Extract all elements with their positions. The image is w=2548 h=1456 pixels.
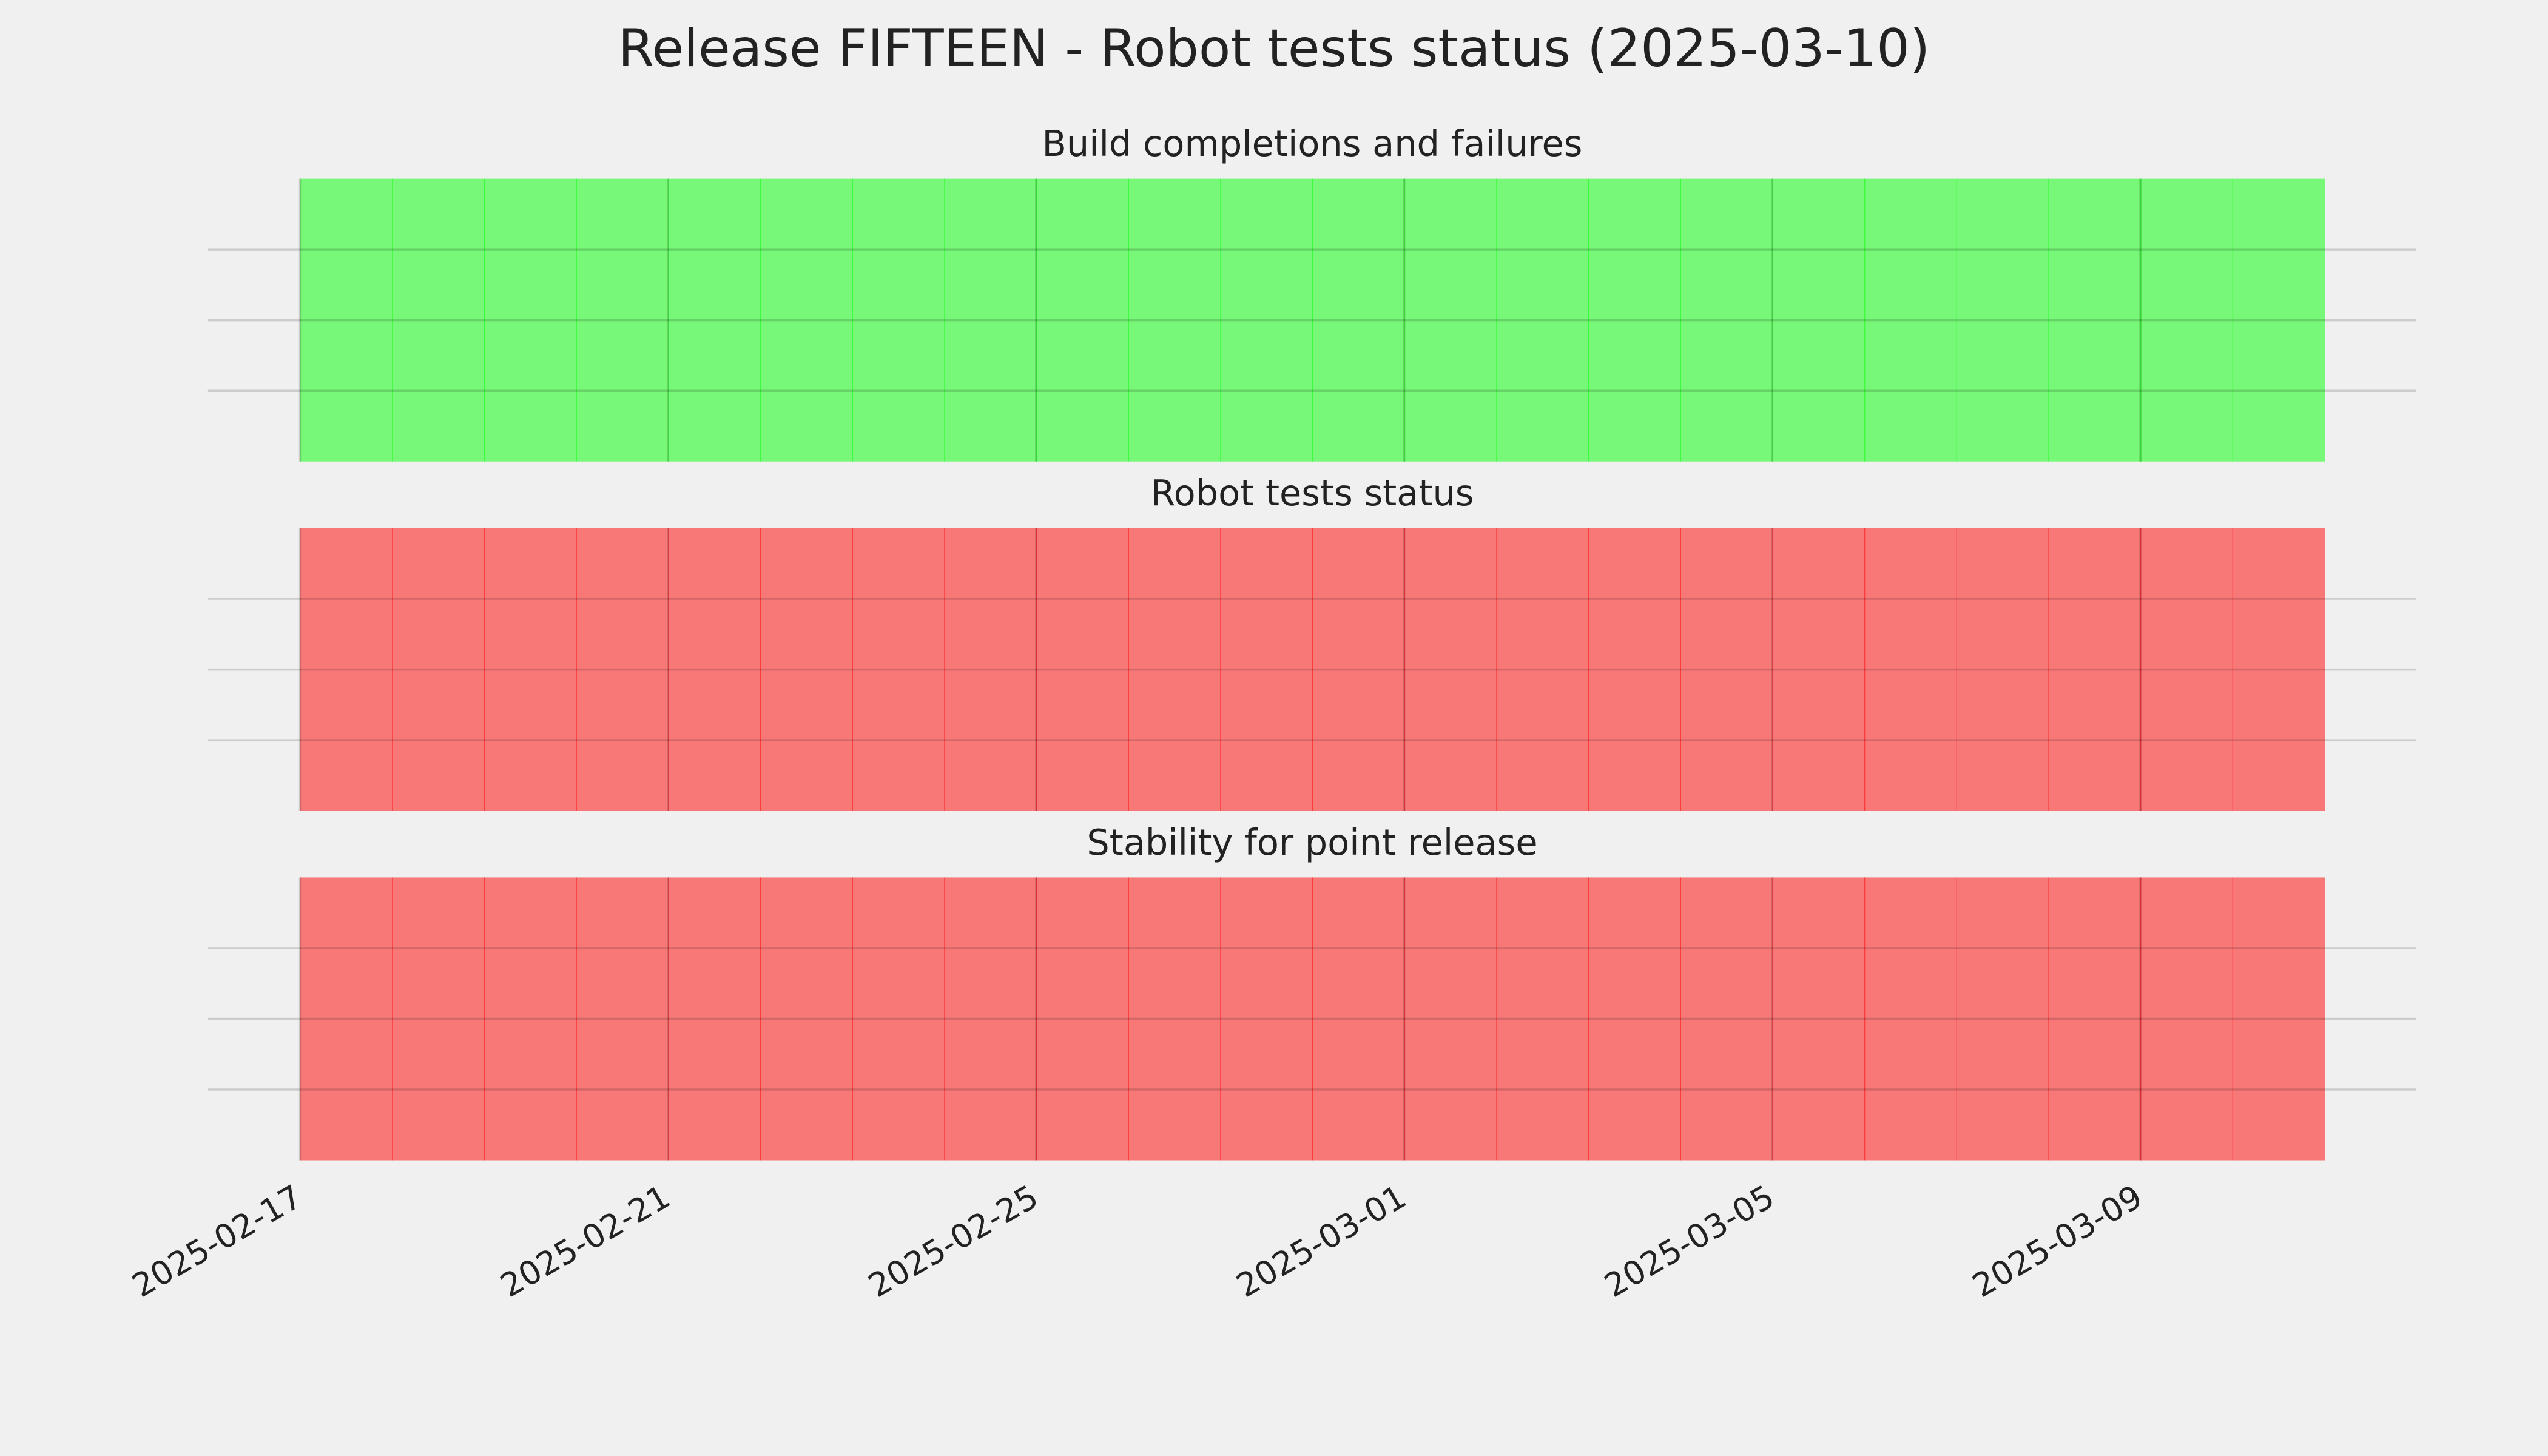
status-bar xyxy=(1956,877,2049,1161)
status-bar xyxy=(576,528,669,811)
status-bar xyxy=(668,877,761,1161)
status-bar xyxy=(392,178,485,462)
status-bar xyxy=(1864,528,1958,811)
status-bar xyxy=(1036,877,1129,1161)
status-bar xyxy=(392,528,485,811)
figure-title: Release FIFTEEN - Robot tests status (20… xyxy=(618,18,1930,79)
status-bar xyxy=(1404,528,1497,811)
status-bar xyxy=(484,178,577,462)
status-bar xyxy=(1680,877,1773,1161)
status-bar xyxy=(1680,528,1773,811)
status-bar xyxy=(1220,877,1313,1161)
status-bar xyxy=(1772,877,1866,1161)
status-bar xyxy=(2048,178,2142,462)
status-bar xyxy=(2140,528,2234,811)
subplot-title: Robot tests status xyxy=(1150,472,1474,514)
status-bar xyxy=(944,877,1037,1161)
status-bar xyxy=(2232,528,2325,811)
status-bar xyxy=(668,178,761,462)
status-bar xyxy=(760,178,853,462)
status-bar xyxy=(2048,877,2142,1161)
status-bar xyxy=(1864,178,1958,462)
status-bar xyxy=(1404,178,1497,462)
status-bar xyxy=(1036,528,1129,811)
status-bar xyxy=(852,528,945,811)
status-bar xyxy=(1312,877,1405,1161)
status-bar xyxy=(300,528,393,811)
status-bar xyxy=(1312,528,1405,811)
status-bar xyxy=(944,528,1037,811)
status-bar xyxy=(1588,178,1681,462)
status-bar xyxy=(760,528,853,811)
status-bar xyxy=(2140,178,2234,462)
status-bar xyxy=(1680,178,1773,462)
status-bar xyxy=(484,877,577,1161)
status-bar xyxy=(300,178,393,462)
status-bar xyxy=(1496,528,1589,811)
status-bar xyxy=(852,877,945,1161)
subplot-title: Build completions and failures xyxy=(1042,123,1582,164)
status-bar xyxy=(484,528,577,811)
status-bar xyxy=(944,178,1037,462)
status-bar xyxy=(2232,178,2325,462)
status-bar xyxy=(668,528,761,811)
status-bar xyxy=(852,178,945,462)
status-bar xyxy=(1956,178,2049,462)
status-bar xyxy=(1036,178,1129,462)
status-bar xyxy=(1312,178,1405,462)
status-bar xyxy=(1588,877,1681,1161)
status-bar xyxy=(300,877,393,1161)
status-bar xyxy=(1128,528,1221,811)
status-bar xyxy=(1772,178,1866,462)
status-bar xyxy=(1864,877,1958,1161)
status-bar xyxy=(1220,528,1313,811)
subplot-title: Stability for point release xyxy=(1087,821,1537,863)
status-bar xyxy=(2048,528,2142,811)
status-bar xyxy=(1772,528,1866,811)
status-bar xyxy=(2140,877,2234,1161)
status-bar xyxy=(760,877,853,1161)
status-bar xyxy=(1496,178,1589,462)
status-bar xyxy=(1496,877,1589,1161)
status-bar xyxy=(392,877,485,1161)
status-bar xyxy=(1404,877,1497,1161)
status-bar xyxy=(1128,178,1221,462)
status-bar xyxy=(576,178,669,462)
status-bar xyxy=(2232,877,2325,1161)
status-bar xyxy=(576,877,669,1161)
status-bar xyxy=(1220,178,1313,462)
status-bar xyxy=(1128,877,1221,1161)
status-bar xyxy=(1956,528,2049,811)
status-bar xyxy=(1588,528,1681,811)
